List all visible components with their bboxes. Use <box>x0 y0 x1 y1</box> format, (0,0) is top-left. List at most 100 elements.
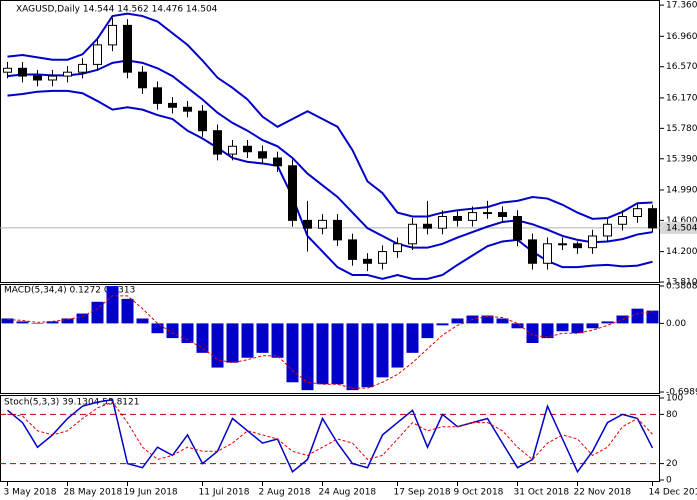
candle-body <box>633 208 642 217</box>
macd-bar <box>166 323 179 339</box>
macd-bar <box>496 318 509 324</box>
candle-body <box>183 106 192 112</box>
macd-bar <box>631 308 644 324</box>
y-tick-label: 15.390 <box>666 154 697 164</box>
candle-body <box>468 212 477 221</box>
candle-body <box>303 219 312 229</box>
x-tick-label: 24 Aug 2018 <box>319 488 377 498</box>
candle-body <box>258 151 267 159</box>
candle-body <box>483 212 492 215</box>
macd-bar <box>151 323 164 334</box>
band-upper <box>7 12 653 220</box>
macd-bar <box>76 313 89 324</box>
macd-bar <box>121 298 134 324</box>
band-lower <box>7 89 653 280</box>
macd-bar <box>346 323 359 391</box>
macd-bar <box>511 323 524 329</box>
stoch-line <box>7 401 653 461</box>
candle-body <box>453 215 462 221</box>
x-tick-label: 31 Oct 2018 <box>514 488 570 498</box>
y-tick-label: 0 <box>666 476 672 486</box>
candle-body <box>198 110 207 132</box>
y-tick-label: 14.990 <box>666 185 697 195</box>
main-title: XAGUSD,Daily 14.544 14.562 14.476 14.504 <box>16 5 218 15</box>
macd-bar <box>256 323 269 353</box>
candle-body <box>3 67 12 73</box>
macd-bar <box>241 323 254 358</box>
candle-body <box>363 258 372 264</box>
x-tick-label: 9 Oct 2018 <box>454 488 504 498</box>
x-tick-label: 22 Nov 2018 <box>574 488 632 498</box>
candle-body <box>318 219 327 229</box>
macd-bar <box>211 323 224 368</box>
candle-body <box>228 145 237 155</box>
candle-body <box>273 157 282 167</box>
macd-bar <box>451 318 464 324</box>
candle-body <box>588 235 597 249</box>
candle-body <box>618 215 627 225</box>
y-tick-label: 20 <box>666 459 678 469</box>
x-tick-label: 17 Sep 2018 <box>394 488 451 498</box>
candle-body <box>48 75 57 81</box>
x-tick-label: 3 May 2018 <box>4 488 57 498</box>
x-tick-label: 11 Jul 2018 <box>199 488 250 498</box>
candle-body <box>648 208 657 229</box>
candle-body <box>573 243 582 249</box>
candle-body <box>108 24 117 46</box>
stoch-pane <box>0 395 660 482</box>
candle-body <box>243 145 252 153</box>
macd-bar <box>301 323 314 391</box>
candle-body <box>543 243 552 264</box>
candle-body <box>513 215 522 241</box>
y-tick-label: 14.600 <box>666 216 697 226</box>
candle-body <box>528 239 537 264</box>
candle-body <box>423 223 432 229</box>
candle-body <box>438 215 447 229</box>
candle-body <box>18 67 27 77</box>
macd-bar <box>16 321 29 324</box>
macd-bar <box>136 318 149 324</box>
candle-body <box>378 251 387 264</box>
x-tick-label: 2 Aug 2018 <box>259 488 311 498</box>
macd-bar <box>331 323 344 385</box>
macd-bar <box>316 323 329 385</box>
macd-bar <box>361 323 374 388</box>
macd-bar <box>526 323 539 344</box>
macd-bar <box>46 321 59 324</box>
macd-bar <box>421 323 434 339</box>
y-tick-label: 14.200 <box>666 247 697 257</box>
macd-bar <box>541 323 554 339</box>
y-tick-label: 80 <box>666 410 678 420</box>
y-tick-label: 16.170 <box>666 93 697 103</box>
last-price-box <box>660 221 697 234</box>
macd-bar <box>586 323 599 329</box>
candle-body <box>168 102 177 108</box>
macd-signal <box>7 295 653 389</box>
macd-bar <box>646 310 659 324</box>
last-price-label: 14.504 <box>666 223 697 233</box>
y-tick-label: 100 <box>666 394 683 404</box>
candle-body <box>138 71 147 89</box>
y-tick-label: 0.3808 <box>666 282 697 292</box>
candle-body <box>393 243 402 253</box>
y-tick-label: 13.810 <box>666 278 697 288</box>
candle-body <box>558 243 567 246</box>
macd-bar <box>571 323 584 334</box>
candle-body <box>153 87 162 104</box>
macd-bar <box>406 323 419 353</box>
macd-bar <box>376 323 389 378</box>
band-middle <box>7 59 653 249</box>
macd-bar <box>31 323 44 324</box>
macd-bar <box>106 286 119 324</box>
macd-bar <box>436 323 449 326</box>
x-tick-label: 28 May 2018 <box>64 488 123 498</box>
y-tick-label: 16.960 <box>666 32 697 42</box>
macd-bar <box>271 323 284 358</box>
candle-body <box>498 212 507 217</box>
candle-body <box>603 223 612 237</box>
stoch-line <box>7 398 654 474</box>
macd-bar <box>181 323 194 344</box>
main-pane <box>0 0 660 283</box>
